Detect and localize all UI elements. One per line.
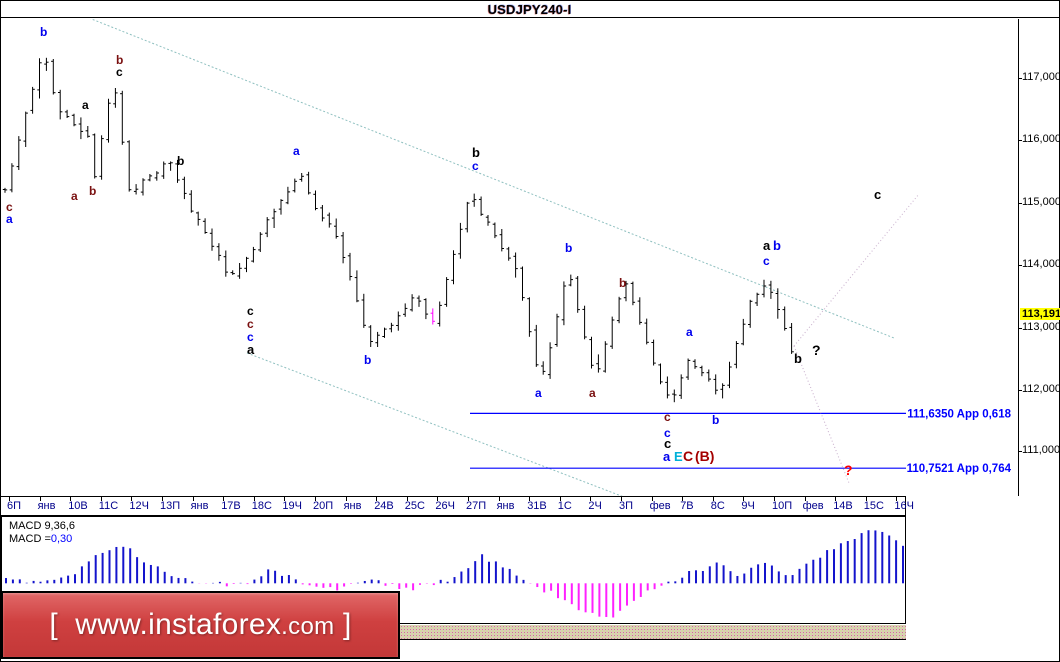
svg-text:E: E bbox=[674, 449, 683, 464]
svg-text:?: ? bbox=[812, 342, 821, 358]
svg-text:b: b bbox=[565, 241, 572, 255]
svg-text:c: c bbox=[472, 159, 479, 173]
svg-text:a: a bbox=[71, 189, 78, 203]
svg-text:b: b bbox=[773, 238, 781, 253]
svg-text:a: a bbox=[763, 238, 771, 253]
svg-text:111,6350 App 0,618: 111,6350 App 0,618 bbox=[907, 408, 1011, 420]
svg-text:c: c bbox=[247, 317, 254, 331]
svg-text:c: c bbox=[247, 330, 254, 344]
svg-text:b: b bbox=[40, 25, 47, 39]
svg-text:a: a bbox=[247, 342, 255, 357]
svg-text:a: a bbox=[686, 325, 693, 339]
svg-text:C: C bbox=[683, 448, 693, 464]
svg-text:c: c bbox=[116, 65, 123, 79]
svg-text:b: b bbox=[619, 276, 626, 290]
svg-text:a: a bbox=[82, 98, 89, 112]
svg-text:b: b bbox=[89, 184, 96, 198]
svg-text:(B): (B) bbox=[695, 448, 714, 464]
svg-text:a: a bbox=[6, 212, 13, 226]
svg-text:a: a bbox=[535, 386, 542, 400]
svg-text:?: ? bbox=[844, 462, 853, 478]
svg-text:c: c bbox=[247, 304, 254, 318]
svg-text:a: a bbox=[589, 386, 596, 400]
svg-text:b: b bbox=[177, 154, 184, 168]
svg-text:c: c bbox=[664, 410, 671, 424]
svg-text:b: b bbox=[712, 413, 719, 427]
svg-text:a: a bbox=[663, 449, 671, 464]
svg-text:b: b bbox=[364, 353, 371, 367]
svg-text:b: b bbox=[472, 145, 480, 160]
svg-text:c: c bbox=[763, 254, 770, 268]
svg-text:a: a bbox=[293, 144, 300, 158]
svg-text:110,7521 App 0,764: 110,7521 App 0,764 bbox=[907, 463, 1012, 475]
svg-text:c: c bbox=[874, 187, 881, 202]
svg-text:b: b bbox=[794, 351, 802, 366]
